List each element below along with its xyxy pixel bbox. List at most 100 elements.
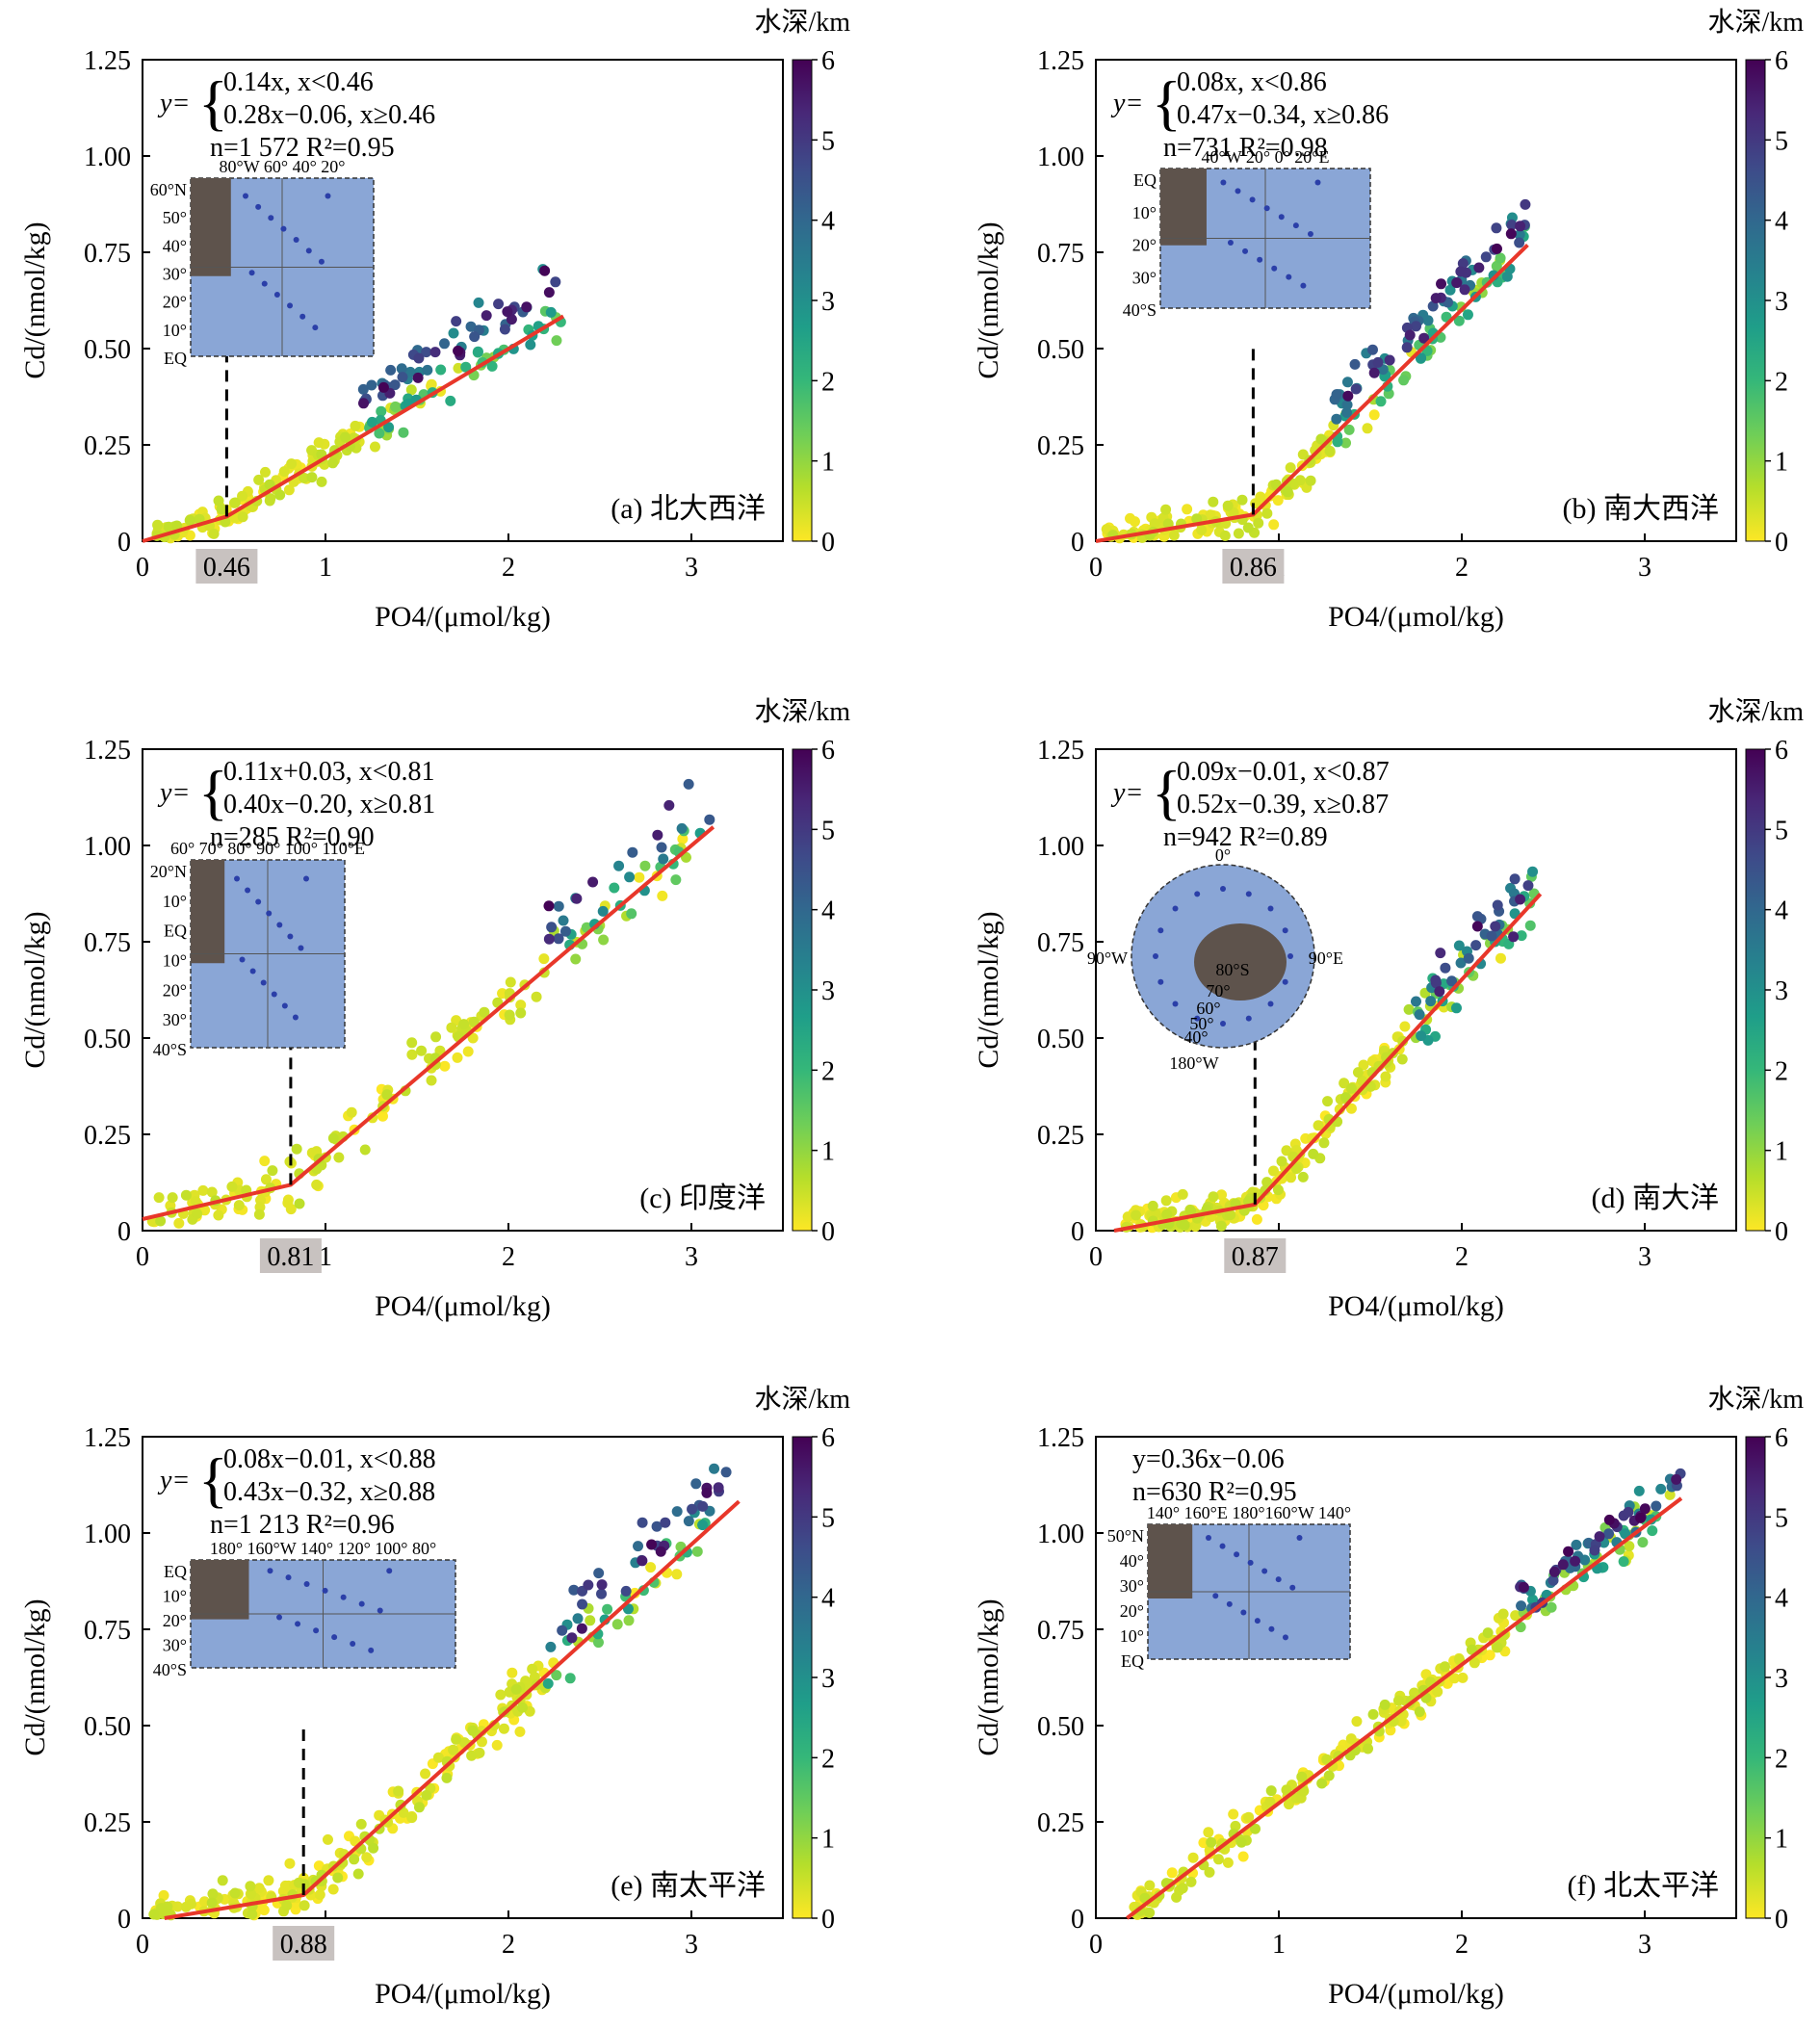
x-axis-label: PO4/(μmol/kg)	[1328, 1978, 1504, 2010]
colorbar-tick-label: 2	[1775, 1744, 1788, 1774]
inset-station	[245, 887, 251, 894]
inset-station	[287, 302, 294, 309]
y-tick-label: 0.75	[1037, 928, 1084, 958]
equation-brace: {	[198, 1445, 228, 1514]
y-tick-label: 1.25	[1037, 1423, 1084, 1453]
data-point	[299, 1900, 310, 1911]
data-point	[1235, 1836, 1247, 1848]
data-point	[413, 1802, 425, 1813]
data-point	[1446, 975, 1458, 987]
data-point	[687, 1503, 698, 1515]
inset-label: 40°S	[153, 1660, 187, 1679]
data-point	[676, 822, 688, 834]
data-point	[430, 1031, 442, 1043]
colorbar-title: 水深/km	[754, 1384, 850, 1415]
data-point	[1455, 957, 1467, 969]
inset-station	[1282, 978, 1288, 985]
inset-label: 40°S	[153, 1040, 187, 1059]
data-point	[1518, 1581, 1529, 1593]
inset-station	[280, 225, 287, 232]
data-point	[514, 1726, 526, 1737]
data-point	[1432, 1686, 1443, 1698]
colorbar-tick-label: 3	[1775, 1664, 1788, 1694]
inset-station	[271, 991, 277, 998]
data-point	[543, 933, 555, 945]
inset-station	[1296, 1535, 1303, 1541]
data-point	[445, 395, 456, 406]
data-point	[284, 1858, 296, 1869]
data-point	[265, 493, 276, 505]
data-point	[1340, 437, 1352, 449]
data-point	[1203, 1827, 1214, 1838]
data-point	[163, 521, 174, 533]
data-point	[229, 497, 241, 508]
data-point	[1324, 445, 1336, 456]
data-point	[1457, 1672, 1469, 1683]
x-tick-label: 3	[1638, 553, 1651, 583]
data-point	[1233, 528, 1244, 539]
inset-station	[248, 270, 255, 276]
inset-station	[1245, 1015, 1252, 1022]
data-point	[1416, 352, 1427, 364]
data-point	[420, 1768, 431, 1780]
data-point	[237, 490, 248, 502]
data-point	[543, 900, 555, 912]
data-point	[180, 1901, 192, 1912]
panel-a: 0 1 2 3 0 0.25 0.50 0.75 1.00 1.25 PO4/(μmol/kg) Cd…	[19, 7, 850, 633]
data-point	[671, 1569, 683, 1580]
colorbar-title: 水深/km	[1707, 1384, 1804, 1415]
data-point	[1236, 494, 1248, 506]
data-point	[493, 299, 505, 310]
data-point	[1398, 375, 1410, 386]
data-point	[285, 1204, 297, 1215]
inset-station	[1268, 1625, 1275, 1632]
data-point	[531, 991, 542, 1002]
inset-station	[1220, 886, 1226, 892]
threshold-label: 0.81	[267, 1242, 314, 1272]
data-point	[1395, 1716, 1407, 1728]
data-point	[281, 1900, 293, 1911]
data-point	[1396, 1053, 1408, 1065]
y-axis-label: Cd/(nmol/kg)	[19, 221, 51, 378]
inset-station	[1157, 978, 1164, 985]
data-point	[1296, 1771, 1308, 1782]
colorbar-title: 水深/km	[754, 7, 850, 38]
data-point	[314, 1889, 325, 1901]
data-point	[412, 372, 424, 383]
data-point	[1166, 1867, 1178, 1879]
data-point	[349, 1854, 360, 1865]
inset-station	[295, 1621, 301, 1627]
data-point	[253, 1208, 265, 1220]
x-tick-label: 0	[136, 1242, 149, 1272]
data-point	[1392, 1695, 1404, 1706]
data-point	[677, 833, 689, 845]
inset-station	[1286, 273, 1292, 280]
inset-label: 50°N	[1107, 1526, 1144, 1546]
inset-label: 40°	[1120, 1551, 1144, 1571]
data-point	[596, 1579, 608, 1591]
inset-label: 70°	[1206, 981, 1230, 1001]
data-point	[634, 871, 645, 883]
inset-land	[1194, 923, 1287, 1001]
data-point	[704, 814, 715, 825]
y-tick-label: 0	[117, 1217, 131, 1247]
data-point	[1204, 1866, 1215, 1878]
inset-station	[276, 1614, 283, 1621]
x-tick-label: 1	[319, 1242, 332, 1272]
inset-label: 20°N	[150, 862, 187, 881]
data-point	[592, 1637, 604, 1649]
data-point	[1427, 300, 1439, 312]
data-point	[1515, 221, 1526, 232]
inset-station	[1263, 205, 1270, 212]
data-point	[1655, 1483, 1667, 1494]
colorbar-tick-label: 1	[821, 448, 835, 478]
data-point	[657, 890, 668, 901]
data-point	[1594, 1531, 1605, 1543]
data-point	[1379, 1699, 1391, 1710]
colorbar-tick-label: 3	[821, 976, 835, 1006]
equation-line-1: 0.08x−0.01, x<0.88	[223, 1444, 436, 1474]
data-point	[1453, 940, 1465, 951]
inset-station	[1275, 1576, 1282, 1583]
data-point	[1639, 1503, 1651, 1515]
y-tick-label: 0.50	[84, 1712, 131, 1742]
